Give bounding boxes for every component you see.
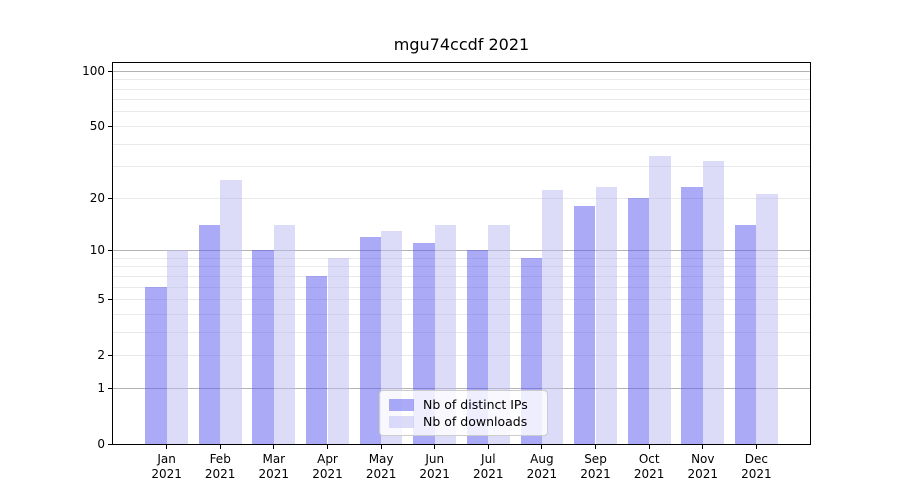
x-tick-label: Feb 2021	[204, 452, 236, 481]
y-tick-label: 0	[97, 437, 105, 451]
gridline-minor	[113, 143, 810, 145]
gridline-minor	[113, 275, 810, 277]
y-tick-mark	[108, 387, 112, 389]
x-tick-mark	[434, 445, 436, 449]
bar-nb-of-distinct-ips	[359, 236, 381, 444]
bar-nb-of-downloads	[434, 224, 457, 444]
bar-nb-of-downloads	[649, 156, 671, 444]
bar-nb-of-downloads	[756, 193, 778, 444]
x-tick-label: May 2021	[365, 452, 397, 481]
gridline-minor	[113, 111, 810, 113]
bar-nb-of-distinct-ips	[198, 224, 221, 444]
x-tick-mark	[648, 445, 650, 449]
bar-nb-of-distinct-ips	[252, 250, 274, 444]
x-tick-label: Jun 2021	[419, 452, 450, 481]
x-tick-label: Apr 2021	[312, 452, 343, 481]
x-tick-mark	[327, 445, 328, 449]
legend-label-distinct-ips: Nb of distinct IPs	[423, 397, 528, 412]
bar-nb-of-downloads	[702, 161, 725, 444]
gridline-minor	[113, 166, 810, 168]
chart-title: mgu74ccdf 2021	[393, 35, 530, 54]
legend-swatch-distinct-ips	[389, 398, 414, 411]
gridline-major	[113, 387, 810, 389]
bar-nb-of-distinct-ips	[574, 205, 596, 444]
gridline-minor	[113, 125, 810, 127]
bar-nb-of-distinct-ips	[681, 186, 703, 444]
y-tick-mark	[108, 197, 112, 199]
gridline-minor	[113, 266, 810, 268]
x-tick-mark	[219, 445, 221, 449]
x-tick-mark	[755, 445, 757, 449]
gridline-minor	[113, 257, 810, 259]
gridline-minor	[113, 99, 810, 101]
x-tick-mark	[166, 445, 168, 449]
bar-nb-of-downloads	[327, 257, 349, 444]
x-tick-mark	[702, 445, 704, 449]
y-tick-mark	[108, 299, 112, 300]
y-tick-label: 10	[89, 243, 105, 257]
bar-nb-of-distinct-ips	[627, 197, 650, 444]
legend-item-distinct-ips: Nb of distinct IPs	[389, 397, 538, 412]
y-tick-mark	[108, 355, 112, 357]
gridline-minor	[113, 286, 810, 288]
plot-area: Nb of distinct IPs Nb of downloads	[112, 62, 811, 445]
x-tick-mark	[595, 445, 596, 449]
bar-nb-of-distinct-ips	[145, 286, 167, 444]
x-tick-mark	[541, 445, 543, 449]
y-tick-label: 2	[97, 348, 105, 363]
gridline-minor	[113, 331, 810, 333]
legend-item-downloads: Nb of downloads	[389, 414, 538, 429]
gridline-minor	[113, 197, 810, 199]
x-tick-label: Dec 2021	[741, 452, 772, 481]
gridline-minor	[113, 88, 810, 90]
gridline-major	[113, 70, 810, 72]
y-tick-mark	[108, 444, 112, 445]
x-tick-label: Oct 2021	[633, 452, 665, 481]
gridline-minor	[113, 79, 810, 81]
x-tick-label: Jul 2021	[473, 452, 504, 481]
bar-nb-of-downloads	[166, 250, 188, 444]
y-tick-label: 20	[89, 190, 105, 205]
gridline-major	[113, 250, 810, 251]
y-tick-label: 1	[97, 380, 105, 395]
legend: Nb of distinct IPs Nb of downloads	[379, 390, 548, 436]
x-tick-mark	[380, 445, 382, 449]
legend-label-downloads: Nb of downloads	[423, 414, 528, 429]
x-tick-label: Sep 2021	[580, 452, 611, 481]
legend-swatch-downloads	[389, 415, 414, 428]
gridline-minor	[113, 313, 810, 315]
x-tick-mark	[273, 445, 275, 449]
x-tick-label: Mar 2021	[258, 452, 290, 481]
bar-nb-of-distinct-ips	[734, 224, 757, 444]
x-tick-label: Aug 2021	[526, 452, 558, 481]
bar-nb-of-downloads	[541, 190, 564, 444]
bar-nb-of-distinct-ips	[306, 275, 328, 444]
y-tick-label: 100	[82, 63, 105, 78]
gridline-minor	[113, 299, 810, 300]
x-tick-label: Jan 2021	[151, 452, 182, 481]
x-tick-label: Nov 2021	[687, 452, 719, 481]
bar-nb-of-downloads	[488, 224, 510, 444]
bar-nb-of-downloads	[220, 180, 242, 444]
x-tick-mark	[487, 445, 489, 449]
y-tick-mark	[108, 250, 112, 251]
gridline-minor	[113, 355, 810, 357]
y-tick-mark	[108, 70, 112, 72]
bar-nb-of-downloads	[595, 186, 617, 444]
y-tick-label: 50	[89, 118, 105, 133]
bar-nb-of-downloads	[273, 224, 296, 444]
y-tick-mark	[108, 125, 112, 127]
y-tick-label: 5	[97, 292, 105, 306]
